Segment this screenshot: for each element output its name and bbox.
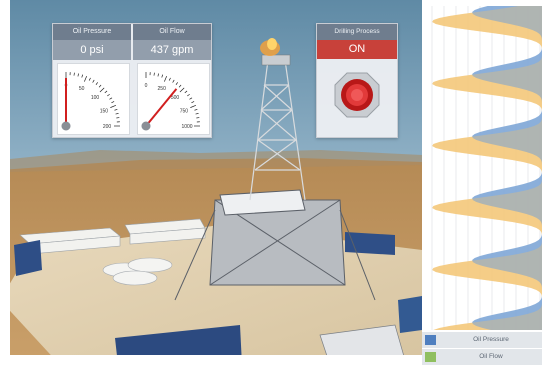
gauge-tick: [175, 82, 179, 85]
gauge-tick: [81, 74, 84, 78]
legend-label-pressure: Oil Pressure: [473, 336, 509, 343]
gauge-tick-label: 200: [103, 124, 112, 130]
gauge-tick: [92, 79, 95, 83]
gauge-tick: [168, 77, 171, 81]
gauge-tick: [107, 93, 110, 97]
gauge-tick: [115, 113, 119, 115]
oil-trend-chart: [422, 6, 542, 330]
gauge-tick-label: 100: [91, 95, 100, 101]
gauge-tick: [184, 90, 188, 94]
oil-flow-value: 437 gpm: [133, 40, 211, 60]
oil-pressure-area: [472, 6, 542, 330]
gauge-tick: [104, 90, 108, 94]
gauge-tick: [195, 113, 199, 115]
gauge-tick-label: 0: [145, 83, 148, 89]
gauge-tick: [110, 105, 117, 108]
legend-swatch-pressure: [425, 335, 436, 345]
gauge-tick: [187, 93, 190, 97]
gauge-tick: [190, 105, 197, 108]
drilling-toggle-button[interactable]: [333, 71, 381, 119]
gauge-tick: [98, 84, 102, 88]
gauge-tick-label: 150: [100, 108, 109, 114]
legend-label-flow: Oil Flow: [479, 353, 503, 360]
gauge-tick: [172, 79, 175, 83]
gauge-tick-label: 50: [79, 86, 85, 92]
oil-pressure-label: Oil Pressure: [53, 24, 131, 40]
gauge-tick: [109, 97, 113, 100]
gauge-tick: [95, 82, 99, 85]
oil-flow-needle: [145, 88, 178, 127]
gauge-tick: [164, 75, 167, 82]
gauge-tick: [99, 87, 105, 93]
oil-pressure-gauge: 050100150200: [57, 63, 130, 135]
oil-pressure-value: 0 psi: [53, 40, 131, 60]
gauge-tick: [161, 74, 164, 78]
gauge-tick: [157, 73, 159, 77]
oil-flow-label: Oil Flow: [133, 24, 211, 40]
gauge-tick-label: 250: [158, 86, 167, 92]
drilling-process-label: Drilling Process: [317, 24, 397, 40]
legend-oil-pressure: Oil Pressure: [422, 332, 542, 348]
gauge-tick-label: 500: [171, 95, 180, 101]
gauge-tick: [84, 75, 87, 82]
legend-oil-flow: Oil Flow: [422, 349, 542, 365]
gauge-tick: [111, 101, 115, 104]
gauge-tick: [114, 108, 118, 111]
gauge-tick: [191, 101, 195, 104]
gauge-tick: [194, 108, 198, 111]
legend-swatch-flow: [425, 352, 436, 362]
oil-flow-gauge: 0 250 500 750 1000: [137, 63, 210, 135]
gauge-tick: [77, 73, 79, 77]
gauge-hub: [141, 121, 151, 131]
drilling-process-panel: Drilling Process ON: [316, 23, 398, 138]
gauge-tick: [88, 77, 91, 81]
gauge-tick-label: 1000: [181, 124, 192, 130]
gauge-tick: [189, 97, 193, 100]
gauge-hub: [61, 121, 71, 131]
oil-flow-area-overlay: [432, 6, 542, 330]
gauge-panel: Oil Pressure Oil Flow 0 psi 437 gpm 0 50 1…: [52, 23, 212, 138]
gauge-tick-label: 750: [180, 108, 189, 114]
gauge-tick: [178, 84, 182, 88]
drilling-status: ON: [317, 40, 397, 59]
gauge-tick: [179, 87, 185, 93]
